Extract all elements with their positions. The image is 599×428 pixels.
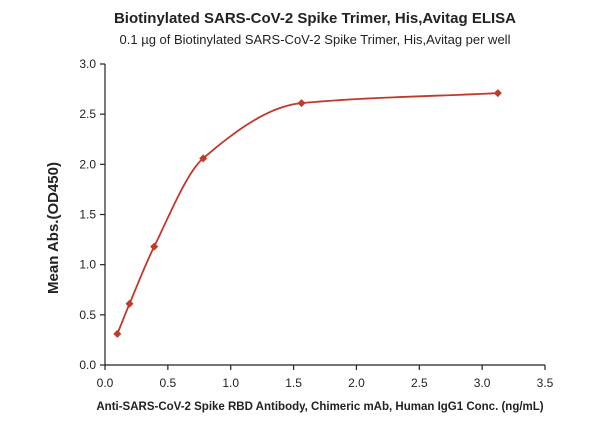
x-ticks: 0.0 0.5 1.0 1.5 2.0 2.5 3.0 3.5 (97, 365, 554, 390)
x-tick-label: 1.0 (222, 376, 239, 390)
y-tick-label: 2.0 (79, 157, 96, 171)
y-axis-label: Mean Abs.(OD450) (45, 162, 62, 294)
x-axis-label: Anti-SARS-CoV-2 Spike RBD Antibody, Chim… (96, 401, 543, 413)
x-tick-label: 1.5 (285, 376, 302, 390)
data-point (125, 299, 134, 308)
data-point (150, 242, 159, 251)
y-tick-label: 0.5 (79, 308, 96, 322)
chart-title: Biotinylated SARS-CoV-2 Spike Trimer, Hi… (114, 10, 516, 27)
y-tick-label: 1.5 (79, 208, 96, 222)
x-tick-label: 3.5 (537, 376, 554, 390)
fit-curve (116, 92, 498, 335)
x-tick-label: 0.5 (160, 376, 177, 390)
data-point (113, 329, 122, 338)
y-ticks: 0.0 0.5 1.0 1.5 2.0 2.5 3.0 (79, 57, 105, 372)
data-point (297, 99, 306, 108)
chart-subtitle: 0.1 µg of Biotinylated SARS-CoV-2 Spike … (120, 32, 511, 47)
x-tick-label: 2.0 (348, 376, 365, 390)
x-tick-label: 0.0 (97, 376, 114, 390)
x-tick-label: 3.0 (474, 376, 491, 390)
y-tick-label: 3.0 (79, 57, 96, 71)
x-tick-label: 2.5 (411, 376, 428, 390)
y-tick-label: 2.5 (79, 107, 96, 121)
data-point (493, 89, 502, 98)
data-point (199, 154, 208, 163)
plot-area (113, 89, 502, 338)
y-tick-label: 0.0 (79, 358, 96, 372)
y-tick-label: 1.0 (79, 258, 96, 272)
